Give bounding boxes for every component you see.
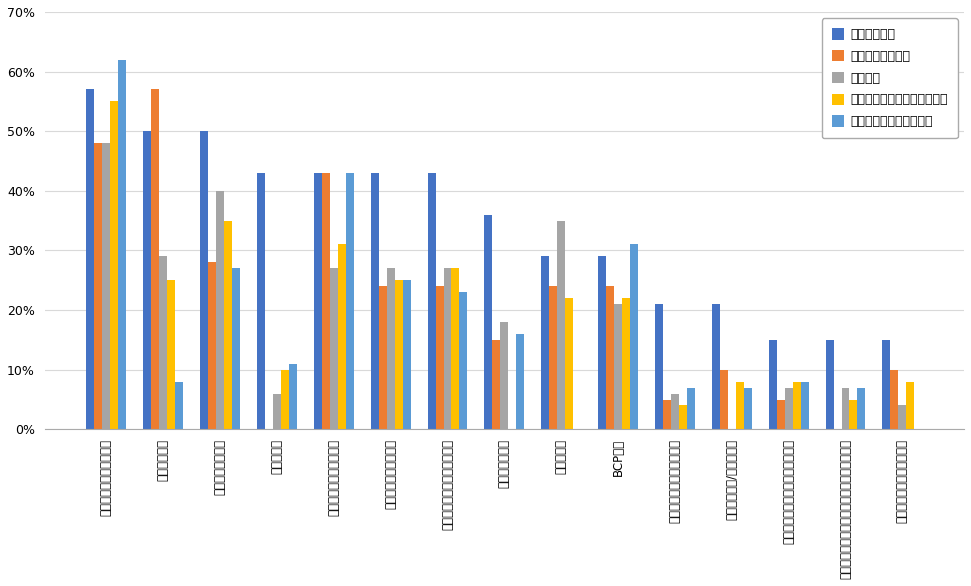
Bar bbox=[857, 387, 865, 430]
Bar bbox=[622, 298, 630, 430]
Bar bbox=[436, 286, 444, 430]
Bar bbox=[769, 340, 777, 430]
Bar bbox=[444, 268, 452, 430]
Bar bbox=[517, 334, 524, 430]
Bar bbox=[159, 257, 167, 430]
Bar bbox=[314, 173, 321, 430]
Bar bbox=[94, 143, 102, 430]
Bar bbox=[144, 131, 151, 430]
Bar bbox=[614, 304, 622, 430]
Bar bbox=[655, 304, 663, 430]
Bar bbox=[630, 244, 638, 430]
Bar bbox=[541, 257, 550, 430]
Bar bbox=[792, 381, 801, 430]
Bar bbox=[777, 400, 785, 430]
Bar bbox=[102, 143, 111, 430]
Bar bbox=[686, 387, 695, 430]
Bar bbox=[403, 280, 411, 430]
Bar bbox=[86, 90, 94, 430]
Bar bbox=[712, 304, 720, 430]
Bar bbox=[898, 406, 906, 430]
Bar bbox=[744, 387, 752, 430]
Bar bbox=[281, 370, 288, 430]
Bar bbox=[394, 280, 403, 430]
Bar bbox=[459, 292, 467, 430]
Bar bbox=[606, 286, 614, 430]
Legend: 良化している, やや良化している, 変化なし, 悪化したが、回復傾向にある, 悪化し、回復していない: 良化している, やや良化している, 変化なし, 悪化したが、回復傾向にある, 悪… bbox=[821, 18, 957, 138]
Bar bbox=[338, 244, 346, 430]
Bar bbox=[257, 173, 265, 430]
Bar bbox=[485, 214, 492, 430]
Bar bbox=[208, 263, 217, 430]
Bar bbox=[452, 268, 459, 430]
Bar bbox=[720, 370, 728, 430]
Bar bbox=[565, 298, 573, 430]
Bar bbox=[598, 257, 606, 430]
Bar bbox=[224, 221, 232, 430]
Bar bbox=[151, 90, 159, 430]
Bar bbox=[232, 268, 240, 430]
Bar bbox=[801, 381, 809, 430]
Bar bbox=[671, 394, 679, 430]
Bar bbox=[273, 394, 281, 430]
Bar bbox=[346, 173, 353, 430]
Bar bbox=[371, 173, 379, 430]
Bar bbox=[883, 340, 890, 430]
Bar bbox=[379, 286, 386, 430]
Bar bbox=[825, 340, 833, 430]
Bar bbox=[890, 370, 898, 430]
Bar bbox=[850, 400, 857, 430]
Bar bbox=[386, 268, 394, 430]
Bar bbox=[175, 381, 184, 430]
Bar bbox=[906, 381, 915, 430]
Bar bbox=[111, 101, 118, 430]
Bar bbox=[167, 280, 175, 430]
Bar bbox=[288, 364, 297, 430]
Bar bbox=[679, 406, 686, 430]
Bar bbox=[321, 173, 330, 430]
Bar bbox=[118, 60, 126, 430]
Bar bbox=[842, 387, 850, 430]
Bar bbox=[557, 221, 565, 430]
Bar bbox=[330, 268, 338, 430]
Bar bbox=[492, 340, 500, 430]
Bar bbox=[736, 381, 744, 430]
Bar bbox=[663, 400, 671, 430]
Bar bbox=[500, 322, 509, 430]
Bar bbox=[200, 131, 208, 430]
Bar bbox=[217, 191, 224, 430]
Bar bbox=[550, 286, 557, 430]
Bar bbox=[427, 173, 436, 430]
Bar bbox=[785, 387, 792, 430]
